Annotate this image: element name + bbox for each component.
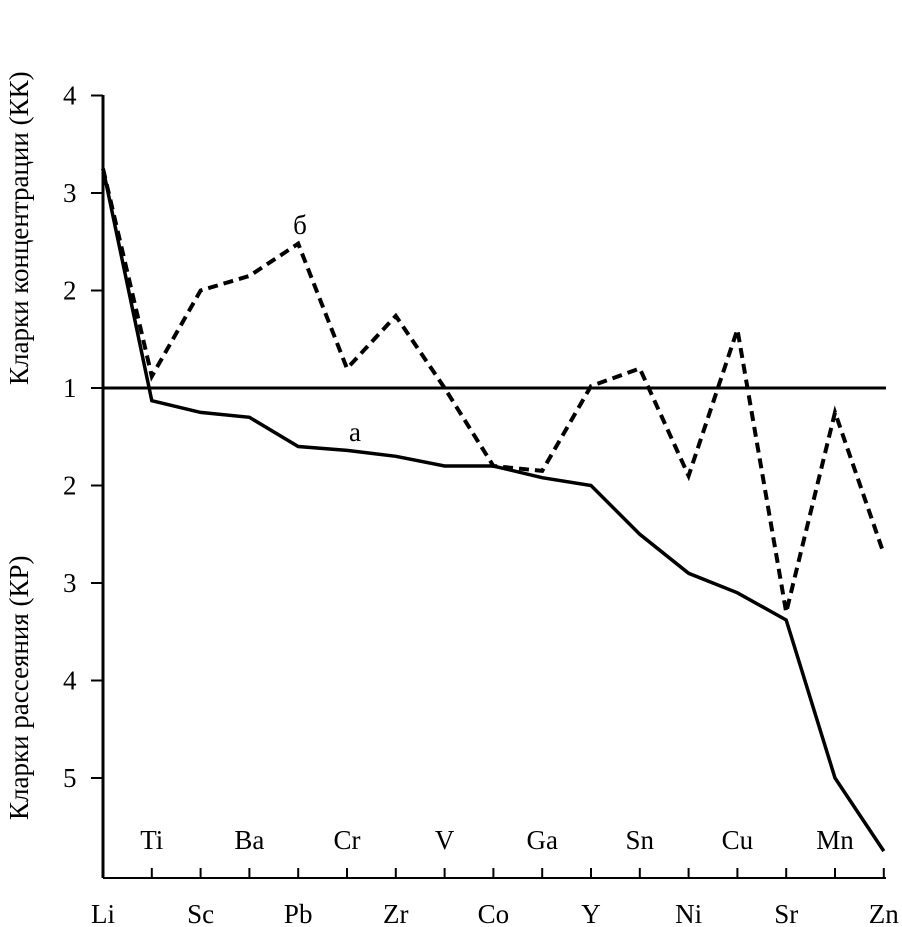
x-tick-label-ti: Ti [140, 825, 163, 855]
x-tick-label-v: V [435, 825, 455, 855]
y-tick-label: 3 [63, 178, 77, 208]
series-label-a: а [349, 417, 361, 447]
series-label-b: б [293, 210, 307, 240]
x-tick-label-pb: Pb [284, 899, 313, 927]
x-tick-label-zn: Zn [869, 899, 899, 927]
x-tick-label-cu: Cu [722, 825, 754, 855]
x-tick-label-sn: Sn [626, 825, 655, 855]
x-tick-label-mn: Mn [816, 825, 854, 855]
x-tick-label-ga: Ga [526, 825, 557, 855]
x-tick-label-ni: Ni [675, 899, 702, 927]
y-tick-label: 5 [63, 763, 77, 793]
x-tick-label-y: Y [581, 899, 601, 927]
y-tick-label: 3 [63, 568, 77, 598]
y-tick-label: 2 [63, 276, 77, 306]
series-line-b [101, 168, 886, 613]
y-tick-label: 1 [63, 373, 77, 403]
labels: 4 3 2 1 2 3 4 5 Li Ti Sc Ba Pb Cr Zr V Co Ga Y Sn Ni Cu Sr Mn Zn… [63, 81, 899, 927]
x-tick-label-sr: Sr [774, 899, 798, 927]
x-tick-label-sc: Sc [187, 899, 214, 927]
series-layer [101, 168, 886, 853]
x-tick-label-ba: Ba [234, 825, 264, 855]
y-axis-label-lower: Кларки рассеяния (КР) [4, 555, 34, 820]
y-tick-label: 2 [63, 471, 77, 501]
x-tick-label-cr: Cr [334, 825, 361, 855]
x-tick-label-zr: Zr [383, 899, 408, 927]
y-tick-label: 4 [63, 81, 77, 111]
x-tick-label-co: Co [478, 899, 510, 927]
y-axis-label-upper: Кларки концентрации (КК) [4, 71, 34, 385]
y-tick-label: 4 [63, 666, 77, 696]
x-tick-label-li: Li [91, 899, 115, 927]
axes [91, 94, 886, 879]
